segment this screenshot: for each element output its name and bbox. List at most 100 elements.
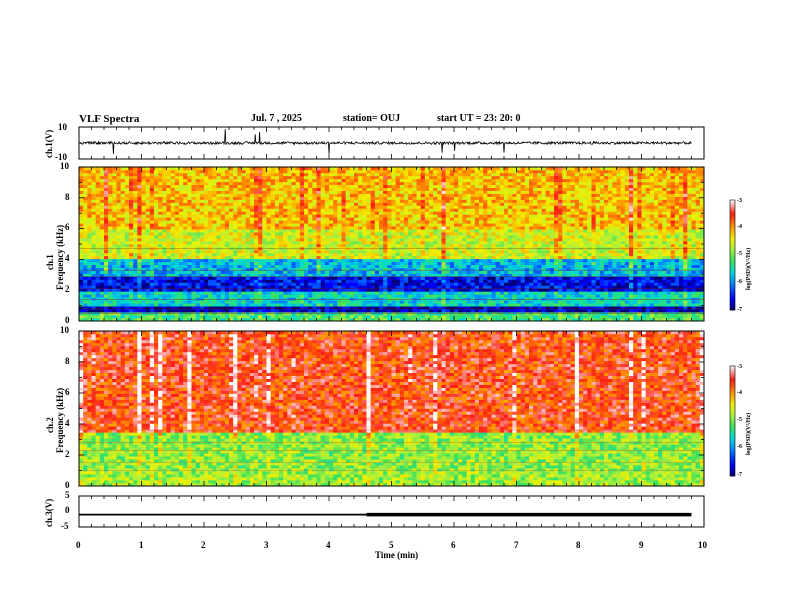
ch1-cell	[145, 193, 151, 197]
ch1-cell	[370, 187, 376, 191]
ch1-cell	[287, 252, 292, 257]
ch1-cell	[195, 252, 201, 257]
ch1-cell	[195, 193, 201, 197]
ch1-cell	[112, 235, 117, 239]
ch1-cell	[95, 190, 101, 194]
ch1-cell	[212, 220, 217, 224]
ch1-cell	[270, 178, 276, 183]
ch1-cell	[424, 273, 430, 277]
ch1-cell	[283, 217, 288, 221]
ch1-cell	[329, 252, 334, 257]
ch1-cell	[220, 291, 226, 295]
ch1-cell	[395, 226, 401, 230]
ch1-cell	[399, 264, 405, 268]
ch1-cell	[329, 249, 334, 254]
ch1-cell	[245, 249, 251, 254]
ch1-cell	[187, 220, 192, 224]
ch1-cell	[124, 220, 130, 224]
ch1-cell	[170, 175, 176, 180]
ch1-cell	[249, 315, 255, 319]
ch1-cell	[212, 261, 217, 266]
ch1-cell	[304, 175, 309, 180]
ch1-cell	[441, 252, 446, 257]
ch1-cell	[270, 315, 276, 319]
ch1-cell	[312, 220, 317, 224]
ch1-cell	[179, 205, 184, 209]
ch1-cell	[99, 190, 105, 194]
ch1-cell	[441, 232, 446, 236]
ch1-cell	[395, 276, 401, 280]
ch1-cell	[366, 199, 371, 203]
ch1-cell	[233, 199, 238, 203]
ch1-cell	[245, 255, 251, 260]
ch1-cell	[229, 220, 234, 224]
ch1-cell	[420, 282, 426, 286]
ch1-cell	[474, 279, 480, 283]
ch1-cell	[320, 303, 326, 307]
ch1-cell	[345, 208, 351, 212]
ch1-cell	[362, 291, 367, 295]
ch1-cell	[299, 288, 305, 292]
ch1-cell	[249, 273, 255, 277]
ch1-cell	[358, 187, 363, 191]
ch1-cell	[195, 220, 201, 224]
ch1-cell	[333, 252, 338, 257]
ch1-cell	[254, 255, 259, 260]
ch1-cell	[199, 264, 205, 268]
ch1-cell	[474, 285, 480, 289]
ch1-cell	[137, 202, 142, 206]
ch1-cell	[112, 285, 117, 289]
ch1-cell	[383, 294, 388, 298]
ch1-cell	[149, 223, 155, 227]
ch1-cell	[379, 193, 384, 197]
ch1-cell	[141, 181, 146, 186]
ch1-cell	[291, 232, 296, 236]
ch1-cell	[416, 167, 421, 171]
ch1-cell	[295, 214, 301, 218]
ch1-cell	[358, 294, 363, 298]
ch1-cell	[366, 279, 371, 283]
ch1-cell	[262, 223, 267, 227]
ch1-cell	[408, 172, 413, 177]
ch1-cell	[466, 255, 471, 260]
ch1-cell	[437, 217, 442, 221]
ch1-cell	[408, 294, 413, 298]
ch1-cell	[279, 252, 284, 257]
ch1-cell	[79, 258, 84, 263]
ch1-cell	[420, 175, 426, 180]
ch1-cell	[424, 252, 430, 257]
ch1-cell	[216, 309, 221, 313]
ch1-cell	[358, 309, 363, 313]
ch1-cell	[416, 279, 421, 283]
ch1-cell	[454, 264, 459, 268]
ch1-cell	[474, 205, 480, 209]
ch1-cell	[374, 261, 380, 266]
ch1-cell	[379, 223, 384, 227]
ch1-cell	[424, 264, 430, 268]
ch1-cell	[424, 226, 430, 230]
ch1-cell	[87, 273, 92, 277]
ch1-cell	[179, 294, 184, 298]
ch1-cell	[245, 270, 251, 274]
ch1-cell	[291, 175, 296, 180]
ch1-cell	[287, 208, 292, 212]
ch1-cell	[91, 202, 96, 206]
ch1-cell	[233, 232, 238, 236]
ch1-cell	[249, 300, 255, 304]
ch1-cell	[108, 238, 113, 242]
ch1-cell	[458, 220, 463, 224]
ch1-cell	[320, 175, 326, 180]
ch1-cell	[429, 169, 434, 174]
ch1-cell	[429, 175, 434, 180]
ch1-cell	[95, 270, 101, 274]
ch1-cell	[158, 297, 163, 301]
ch1-cell	[387, 202, 392, 206]
ch1-cell	[141, 297, 146, 301]
ch1-cell	[316, 199, 321, 203]
ch1-cell	[99, 309, 105, 313]
ch1-cell	[220, 202, 226, 206]
ch1-cell	[104, 264, 109, 268]
ch1-cell	[408, 306, 413, 310]
ch1-cell	[220, 267, 226, 271]
ch1-cell	[191, 255, 196, 260]
